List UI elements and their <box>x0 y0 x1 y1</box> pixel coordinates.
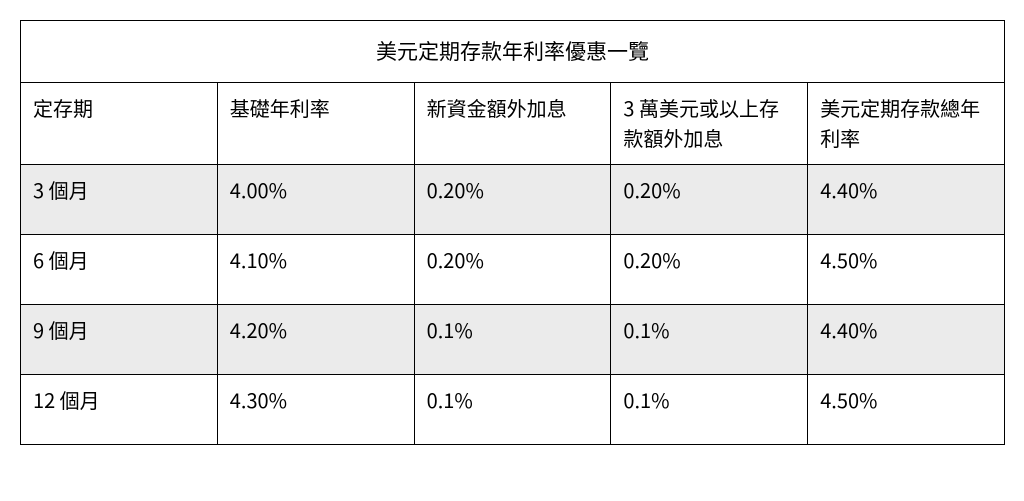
col-header-total-rate: 美元定期存款總年利率 <box>808 83 1005 165</box>
cell-base-rate: 4.30% <box>217 375 414 445</box>
cell-new-funds-bonus: 0.1% <box>414 375 611 445</box>
cell-term: 3 個月 <box>21 165 218 235</box>
title-row: 美元定期存款年利率優惠一覽 <box>21 21 1005 83</box>
table-row: 3 個月 4.00% 0.20% 0.20% 4.40% <box>21 165 1005 235</box>
cell-term: 12 個月 <box>21 375 218 445</box>
cell-new-funds-bonus: 0.20% <box>414 165 611 235</box>
cell-total-rate: 4.50% <box>808 235 1005 305</box>
rate-table: 美元定期存款年利率優惠一覽 定存期 基礎年利率 新資金額外加息 3 萬美元或以上… <box>20 20 1005 445</box>
cell-term: 9 個月 <box>21 305 218 375</box>
cell-total-rate: 4.40% <box>808 165 1005 235</box>
cell-new-funds-bonus: 0.1% <box>414 305 611 375</box>
table-row: 12 個月 4.30% 0.1% 0.1% 4.50% <box>21 375 1005 445</box>
col-header-threshold-bonus: 3 萬美元或以上存款額外加息 <box>611 83 808 165</box>
table-title: 美元定期存款年利率優惠一覽 <box>21 21 1005 83</box>
col-header-base-rate: 基礎年利率 <box>217 83 414 165</box>
col-header-new-funds-bonus: 新資金額外加息 <box>414 83 611 165</box>
cell-new-funds-bonus: 0.20% <box>414 235 611 305</box>
cell-threshold-bonus: 0.1% <box>611 375 808 445</box>
table-row: 6 個月 4.10% 0.20% 0.20% 4.50% <box>21 235 1005 305</box>
cell-base-rate: 4.10% <box>217 235 414 305</box>
rate-table-container: 美元定期存款年利率優惠一覽 定存期 基礎年利率 新資金額外加息 3 萬美元或以上… <box>20 20 1005 445</box>
cell-threshold-bonus: 0.20% <box>611 235 808 305</box>
cell-threshold-bonus: 0.1% <box>611 305 808 375</box>
cell-base-rate: 4.20% <box>217 305 414 375</box>
cell-total-rate: 4.50% <box>808 375 1005 445</box>
cell-total-rate: 4.40% <box>808 305 1005 375</box>
col-header-term: 定存期 <box>21 83 218 165</box>
header-row: 定存期 基礎年利率 新資金額外加息 3 萬美元或以上存款額外加息 美元定期存款總… <box>21 83 1005 165</box>
cell-threshold-bonus: 0.20% <box>611 165 808 235</box>
cell-base-rate: 4.00% <box>217 165 414 235</box>
table-row: 9 個月 4.20% 0.1% 0.1% 4.40% <box>21 305 1005 375</box>
cell-term: 6 個月 <box>21 235 218 305</box>
